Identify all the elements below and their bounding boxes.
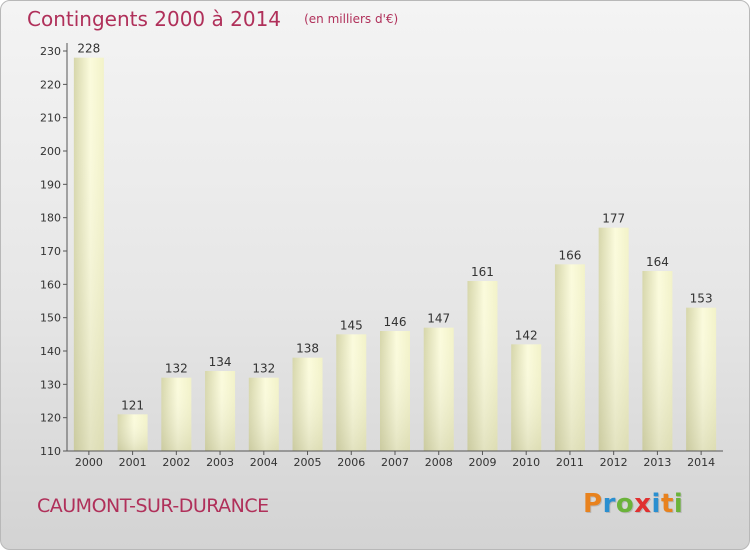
x-tick-label-2006: 2006	[337, 456, 365, 469]
bar-shade-2005	[292, 357, 323, 451]
y-tick-label-110: 110	[40, 445, 61, 458]
x-tick-label-2008: 2008	[425, 456, 453, 469]
brand-letter: x	[634, 489, 652, 519]
value-label-2004: 132	[252, 362, 275, 376]
y-tick-label-130: 130	[40, 378, 61, 391]
value-label-2008: 147	[427, 312, 450, 326]
bar-shade-2013	[642, 271, 673, 451]
value-label-2013: 164	[646, 255, 669, 269]
y-tick-label-220: 220	[40, 78, 61, 91]
brand-letter: i	[651, 489, 661, 519]
chart-subtitle: (en milliers d'€)	[304, 12, 399, 26]
value-label-2003: 134	[209, 355, 232, 369]
chart-title: Contingents 2000 à 2014	[27, 7, 282, 31]
title-row: Contingents 2000 à 2014 (en milliers d'€…	[27, 7, 398, 31]
x-tick-label-2005: 2005	[294, 456, 322, 469]
value-label-2012: 177	[602, 212, 625, 226]
x-tick-label-2013: 2013	[643, 456, 671, 469]
bar-shade-2010	[511, 344, 542, 451]
brand-logo[interactable]: Proxiti	[583, 489, 683, 519]
bar-shade-2012	[598, 227, 629, 451]
bar-shade-2011	[554, 264, 585, 451]
y-tick-label-210: 210	[40, 112, 61, 125]
y-tick-label-230: 230	[40, 45, 61, 58]
y-tick-label-160: 160	[40, 278, 61, 291]
brand-letter: r	[602, 489, 616, 519]
x-tick-label-2004: 2004	[250, 456, 278, 469]
bar-shade-2007	[380, 331, 410, 451]
y-tick-label-120: 120	[40, 412, 61, 425]
bar-shade-2002	[161, 377, 192, 451]
brand-letter: t	[660, 489, 674, 519]
bars-layer: 228 121 132 134 132 138 145 146 147 161 142 166 177 1…	[73, 42, 717, 452]
value-label-2011: 166	[558, 248, 581, 262]
bar-shade-2009	[467, 281, 498, 451]
x-tick-label-2002: 2002	[162, 456, 190, 469]
x-tick-label-2003: 2003	[206, 456, 234, 469]
commune-name: CAUMONT-SUR-DURANCE	[37, 495, 269, 517]
value-label-2000: 228	[77, 42, 100, 56]
x-tick-label-2009: 2009	[468, 456, 496, 469]
bar-shade-2008	[423, 327, 454, 451]
x-tick-label-2011: 2011	[556, 456, 584, 469]
bar-shade-2003	[205, 371, 236, 451]
value-label-2014: 153	[690, 292, 713, 306]
bar-shade-2006	[336, 334, 367, 451]
value-label-2006: 145	[340, 318, 363, 332]
value-label-2010: 142	[515, 328, 538, 342]
brand-letter: P	[583, 489, 603, 519]
bar-shade-2014	[686, 307, 717, 451]
x-tick-label-2010: 2010	[512, 456, 540, 469]
x-tick-label-2000: 2000	[75, 456, 103, 469]
bar-shade-2004	[248, 377, 279, 451]
value-label-2001: 121	[121, 398, 144, 412]
bar-shade-2000	[73, 57, 104, 452]
x-tick-label-2001: 2001	[119, 456, 147, 469]
value-label-2007: 146	[384, 315, 407, 329]
value-label-2002: 132	[165, 362, 188, 376]
x-tick-label-2007: 2007	[381, 456, 409, 469]
bar-shade-2001	[117, 414, 148, 451]
value-label-2005: 138	[296, 342, 319, 356]
x-tick-label-2014: 2014	[687, 456, 715, 469]
brand-letter: o	[615, 489, 635, 519]
y-tick-label-190: 190	[40, 178, 61, 191]
value-label-2009: 161	[471, 265, 494, 279]
y-tick-label-140: 140	[40, 345, 61, 358]
axes: 2000 2001 2002 2003 2004 2005 2006 2007 2008 2009…	[40, 43, 723, 469]
y-tick-label-200: 200	[40, 145, 61, 158]
y-tick-label-170: 170	[40, 245, 61, 258]
y-tick-label-150: 150	[40, 312, 61, 325]
y-tick-label-180: 180	[40, 212, 61, 225]
x-tick-label-2012: 2012	[600, 456, 628, 469]
brand-letter: i	[673, 489, 684, 519]
